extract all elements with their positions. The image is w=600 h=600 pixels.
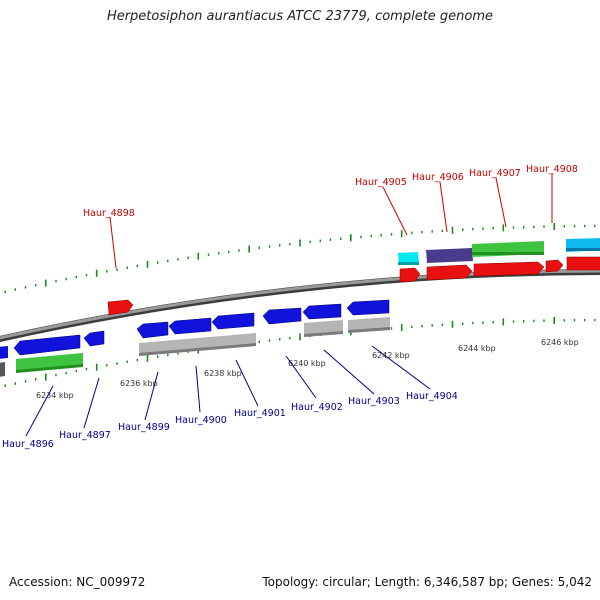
tick-label: 6234 kbp [36,391,74,400]
gene-haur-4903[interactable] [302,303,342,320]
topology-text: Topology: circular; Length: 6,346,587 bp… [262,575,592,589]
gene-haur-4902[interactable] [262,307,302,325]
forward-cog-row [398,238,600,265]
reverse-cog-row [0,317,390,377]
gene-label[interactable]: Haur_4904 [406,391,458,402]
gene-haur-4896[interactable] [13,334,81,356]
gene-label[interactable]: Haur_4898 [83,208,135,219]
tick-label: 6242 kbp [372,351,410,360]
gene-haur-4906[interactable] [426,264,473,281]
gene-label[interactable]: Haur_4903 [348,396,400,407]
tick-labels: 6234 kbp 6236 kbp 6238 kbp 6240 kbp 6242 kbp… [36,338,579,400]
label-connectors [25,174,553,437]
map-title: Herpetosiphon aurantiacus ATCC 23779, co… [106,9,494,24]
gene-label[interactable]: Haur_4907 [469,168,521,179]
gene-label[interactable]: Haur_4899 [118,422,170,433]
gene-haur-4898[interactable] [107,299,134,316]
gene-haur-4899[interactable] [136,321,169,339]
reverse-strand-genes [0,299,390,359]
forward-strand-genes [107,256,600,316]
tick-label: 6240 kbp [288,359,326,368]
gene-haur-4904[interactable] [346,299,390,316]
gene-label[interactable]: Haur_4897 [59,430,111,441]
gene-haur-4897[interactable] [83,330,105,347]
gene-label[interactable]: Haur_4905 [355,177,407,188]
gene-haur-4908[interactable] [545,259,564,273]
gene-label[interactable]: Haur_4906 [412,172,464,183]
gene-label[interactable]: Haur_4901 [234,408,286,419]
inner-tick-row [4,317,596,387]
outer-tick-row [4,223,596,293]
tick-label: 6236 kbp [120,379,158,388]
gene-next-forward[interactable] [566,256,600,271]
forward-gene-labels: Haur_4898 Haur_4905 Haur_4906 Haur_4907 … [83,164,578,219]
tick-label: 6246 kbp [541,338,579,347]
tick-label: 6238 kbp [204,369,242,378]
gene-label[interactable]: Haur_4908 [526,164,578,175]
reverse-gene-labels: Haur_4896 Haur_4897 Haur_4899 Haur_4900 … [2,391,458,450]
gene-edge-reverse[interactable] [0,346,8,359]
tick-label: 6244 kbp [458,344,496,353]
gene-label[interactable]: Haur_4902 [291,402,343,413]
gene-haur-4905[interactable] [399,267,421,283]
accession-text: Accession: NC_009972 [9,575,146,589]
gene-label[interactable]: Haur_4900 [175,415,227,426]
genome-backbone [0,269,600,342]
gene-haur-4901[interactable] [211,312,255,330]
gene-label[interactable]: Haur_4896 [2,439,54,450]
gene-haur-4900[interactable] [168,317,212,335]
gene-haur-4907[interactable] [473,261,545,277]
